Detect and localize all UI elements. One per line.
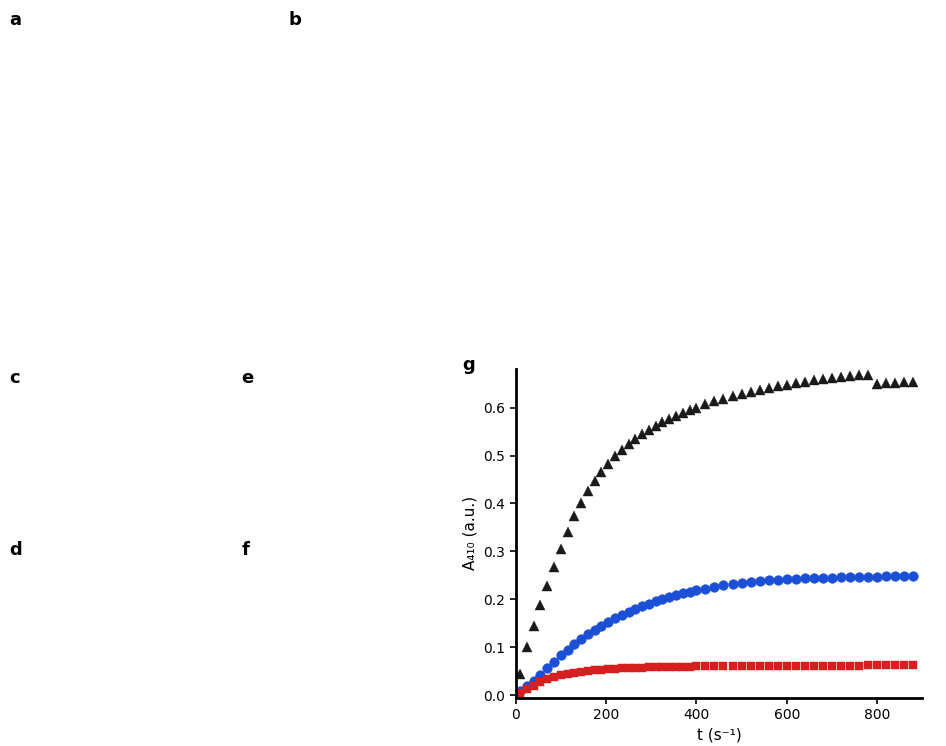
Text: b: b	[289, 11, 302, 29]
Text: a: a	[9, 11, 22, 29]
Text: e: e	[241, 369, 254, 387]
Text: c: c	[9, 369, 20, 387]
X-axis label: t (s⁻¹): t (s⁻¹)	[696, 727, 742, 742]
Text: d: d	[9, 541, 22, 559]
Y-axis label: A₄₁₀ (a.u.): A₄₁₀ (a.u.)	[463, 496, 478, 571]
Text: g: g	[463, 356, 476, 374]
Text: f: f	[241, 541, 249, 559]
